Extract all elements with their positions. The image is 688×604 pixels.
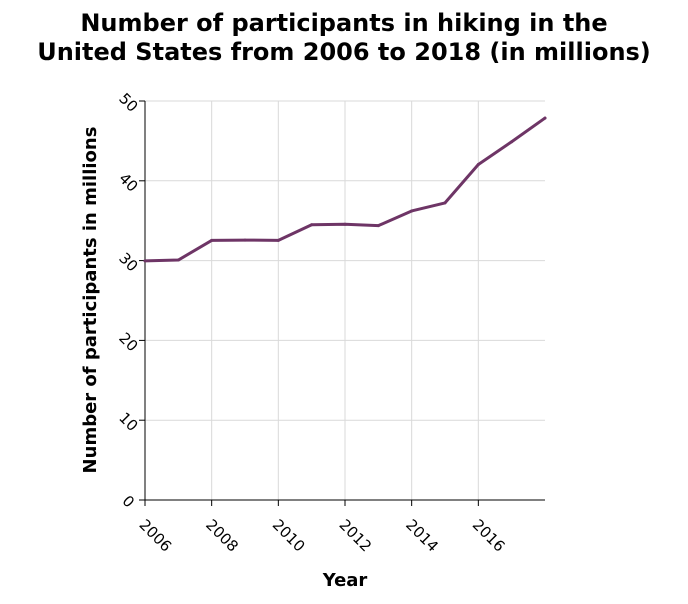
data-point-2010 <box>277 239 280 242</box>
x-tick-label-2016: 2016 <box>469 516 509 556</box>
data-point-2017 <box>510 140 513 143</box>
x-tick-label-2006: 2006 <box>135 516 175 556</box>
x-tick-label-2014: 2014 <box>402 516 442 556</box>
data-point-2008 <box>210 239 213 242</box>
x-axis-label: Year <box>322 570 368 591</box>
data-point-2009 <box>244 239 247 242</box>
y-tick-label-20: 20 <box>115 329 141 355</box>
y-tick-label-0: 0 <box>119 492 138 511</box>
y-tick-label-30: 30 <box>115 249 141 275</box>
data-point-2016 <box>477 163 480 166</box>
y-tick-label-50: 50 <box>115 90 141 116</box>
y-tick-label-10: 10 <box>115 409 141 435</box>
data-point-2018 <box>544 117 547 120</box>
y-tick-label-40: 40 <box>115 169 141 195</box>
data-point-2014 <box>410 209 413 212</box>
data-point-2013 <box>377 224 380 227</box>
chart-title-line-1: Number of participants in hiking in the <box>80 9 607 37</box>
x-tick-label-2012: 2012 <box>335 516 375 556</box>
data-point-2015 <box>444 201 447 204</box>
data-point-2011 <box>310 223 313 226</box>
x-tick-label-2010: 2010 <box>269 516 309 556</box>
data-point-2007 <box>177 259 180 262</box>
data-point-2006 <box>144 259 147 262</box>
data-point-2012 <box>344 223 347 226</box>
x-tick-label-2008: 2008 <box>202 516 242 556</box>
y-axis-label: Number of participants in millions <box>80 127 101 474</box>
chart-title-line-2: United States from 2006 to 2018 (in mill… <box>37 38 651 66</box>
tick-labels: 0 10 20 30 40 50 2006 2008 2010 2012 2014 2016 <box>115 90 508 556</box>
